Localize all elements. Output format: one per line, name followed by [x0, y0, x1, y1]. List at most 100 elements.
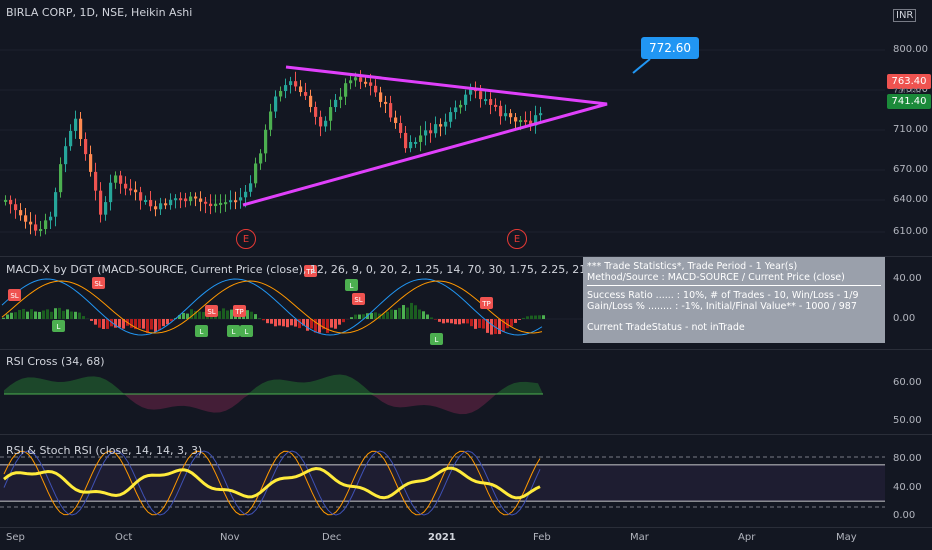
rsi-stoch-axis[interactable]: 80.00 40.00 0.00 [885, 435, 932, 527]
macd-histogram-bar [306, 319, 309, 331]
macd-histogram-bar [42, 310, 45, 319]
time-axis[interactable]: Sep Oct Nov Dec 2021 Feb Mar Apr May [0, 528, 932, 550]
rsi-cross-axis[interactable]: 60.00 50.00 [885, 350, 932, 434]
macd-histogram-bar [270, 319, 273, 324]
candle-body [234, 200, 238, 203]
price-axis-label: 710.00 [893, 124, 928, 135]
rsi-cross-title[interactable]: RSI Cross (34, 68) [6, 355, 105, 368]
macd-histogram-bar [526, 316, 529, 319]
macd-pane[interactable]: SL SL L L SL TP L L TP SL L L TP MACD-X by DGT (MACD… [0, 257, 885, 349]
candle-body [79, 118, 83, 140]
macd-histogram-bar [318, 319, 321, 333]
macd-histogram-bar [382, 313, 385, 319]
macd-histogram-bar [58, 307, 61, 319]
macd-histogram-bar [202, 311, 205, 319]
candle-body [494, 104, 498, 107]
rsi-stoch-axis-label: 0.00 [893, 510, 916, 521]
rsi-cross-area[interactable] [0, 350, 885, 434]
candle-body [389, 103, 393, 118]
candle-body [489, 99, 493, 105]
candle-body [19, 210, 23, 216]
price-callout: 772.60 [641, 37, 699, 59]
candle-body [484, 99, 488, 102]
macd-histogram-bar [394, 309, 397, 319]
macd-histogram-bar [262, 319, 265, 321]
macd-histogram-bar [122, 319, 125, 329]
candle-body [529, 120, 533, 126]
candle-body [204, 201, 208, 204]
macd-title[interactable]: MACD-X by DGT (MACD-SOURCE, Current Pric… [6, 263, 586, 276]
macd-histogram-bar [374, 312, 377, 319]
macd-histogram-bar [258, 318, 261, 319]
macd-histogram-bar [90, 319, 93, 321]
macd-histogram-bar [534, 315, 537, 319]
macd-histogram-bar [70, 311, 73, 319]
trade-signal-badge [8, 289, 21, 301]
candle-body [434, 124, 438, 134]
pane-separator[interactable] [0, 349, 932, 350]
candle-body [219, 202, 223, 205]
earnings-marker[interactable]: E [236, 229, 256, 249]
trade-signal-label: TP [481, 300, 491, 308]
price-axis-label: 770.00 [893, 84, 928, 95]
price-axis[interactable]: INR 800.00 770.00 710.00 670.00 640.00 6… [885, 0, 932, 256]
macd-histogram-bar [462, 319, 465, 324]
candle-body [339, 96, 343, 100]
macd-axis-label: 40.00 [893, 273, 922, 284]
macd-histogram-bar [330, 319, 333, 328]
macd-histogram-bar [458, 319, 461, 325]
candle-body [299, 86, 303, 93]
rsi-stoch-lines[interactable] [0, 435, 885, 527]
macd-histogram-bar [266, 319, 269, 324]
macd-histogram-bar [82, 316, 85, 319]
rsi-cross-pane[interactable]: RSI Cross (34, 68) [0, 350, 885, 434]
rsi-stoch-title[interactable]: RSI & Stoch RSI (close, 14, 14, 3, 3) [6, 444, 203, 457]
last-price-tag: 763.40 [887, 74, 931, 89]
macd-histogram-bar [146, 319, 149, 333]
symbol-title[interactable]: BIRLA CORP, 1D, NSE, Heikin Ashi [6, 6, 193, 19]
pane-separator[interactable] [0, 434, 932, 435]
pane-separator[interactable] [0, 256, 932, 257]
earnings-marker[interactable]: E [507, 229, 527, 249]
macd-histogram-bar [326, 319, 329, 333]
macd-histogram-bar [386, 311, 389, 319]
macd-histogram-bar [150, 319, 153, 330]
macd-histogram-bar [310, 319, 313, 329]
candle-body [524, 120, 528, 123]
candle-body [224, 202, 228, 205]
macd-histogram-bar [134, 319, 137, 330]
macd-histogram-bar [158, 319, 161, 331]
time-axis-label: 2021 [428, 532, 456, 543]
candle-body [279, 91, 283, 97]
macd-histogram-bar [334, 319, 337, 329]
rsi-cross-bull-area [4, 374, 543, 394]
macd-axis[interactable]: 40.00 0.00 [885, 257, 932, 349]
trade-signal-label: SL [207, 308, 215, 316]
candle-body [384, 101, 388, 104]
candle-body [289, 81, 293, 86]
macd-histogram-bar [542, 315, 545, 319]
macd-histogram-bar [406, 307, 409, 319]
rsi-stoch-pane[interactable]: RSI & Stoch RSI (close, 14, 14, 3, 3) [0, 435, 885, 527]
candle-body [319, 116, 323, 127]
price-axis-label: 610.00 [893, 226, 928, 237]
candle-body [499, 105, 503, 117]
candlestick-chart[interactable] [0, 0, 885, 256]
candle-body [209, 203, 213, 207]
macd-histogram-bar [434, 319, 437, 320]
macd-histogram-bar [274, 319, 277, 327]
pane-separator [0, 527, 932, 528]
rsi-cross-axis-label: 50.00 [893, 415, 922, 426]
macd-histogram-bar [494, 319, 497, 334]
macd-histogram-bar [362, 314, 365, 319]
stats-line: Current TradeStatus - not inTrade [587, 322, 745, 333]
candle-body [309, 95, 313, 107]
candle-body [44, 220, 48, 230]
time-axis-label: Sep [6, 532, 25, 543]
currency-label[interactable]: INR [893, 9, 917, 22]
candle-body [314, 106, 318, 117]
price-pane[interactable]: BIRLA CORP, 1D, NSE, Heikin Ashi 772.60 … [0, 0, 885, 256]
candle-body [4, 199, 8, 202]
macd-histogram-bar [354, 314, 357, 319]
